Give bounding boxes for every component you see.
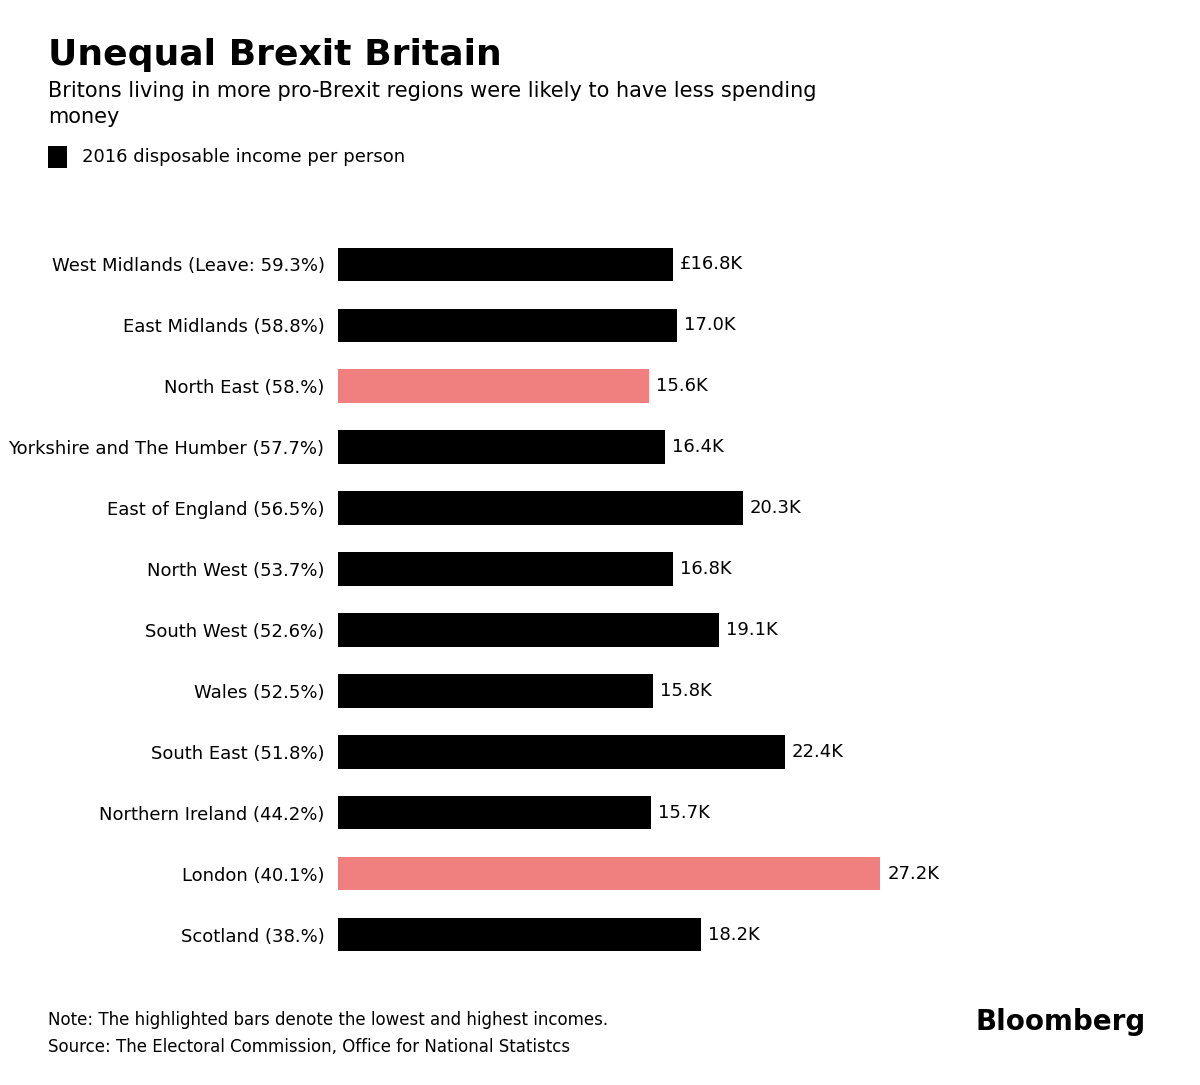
Text: 19.1K: 19.1K bbox=[726, 621, 778, 639]
Text: 18.2K: 18.2K bbox=[708, 926, 760, 944]
Bar bbox=[338, 735, 785, 768]
Text: 22.4K: 22.4K bbox=[792, 743, 844, 761]
Bar bbox=[338, 247, 673, 281]
Text: Unequal Brexit Britain: Unequal Brexit Britain bbox=[48, 38, 502, 72]
Text: 15.6K: 15.6K bbox=[656, 378, 708, 395]
Text: 27.2K: 27.2K bbox=[887, 865, 940, 882]
Text: Bloomberg: Bloomberg bbox=[976, 1008, 1146, 1036]
Text: 2016 disposable income per person: 2016 disposable income per person bbox=[82, 149, 404, 166]
Bar bbox=[338, 552, 673, 586]
Bar bbox=[338, 308, 677, 342]
Bar bbox=[338, 431, 665, 464]
Text: 16.4K: 16.4K bbox=[672, 438, 724, 456]
Text: £16.8K: £16.8K bbox=[680, 255, 743, 273]
Bar bbox=[338, 370, 649, 403]
Text: 20.3K: 20.3K bbox=[750, 499, 802, 518]
Bar bbox=[338, 857, 881, 891]
Text: 17.0K: 17.0K bbox=[684, 317, 736, 334]
Text: Britons living in more pro-Brexit regions were likely to have less spending
mone: Britons living in more pro-Brexit region… bbox=[48, 81, 816, 127]
Bar bbox=[338, 492, 743, 525]
Bar bbox=[338, 796, 652, 829]
Bar bbox=[338, 918, 701, 952]
Text: Note: The highlighted bars denote the lowest and highest incomes.
Source: The El: Note: The highlighted bars denote the lo… bbox=[48, 1011, 608, 1056]
Text: 15.8K: 15.8K bbox=[660, 681, 712, 700]
Bar bbox=[338, 613, 719, 647]
Bar bbox=[338, 674, 653, 707]
Text: 15.7K: 15.7K bbox=[658, 804, 710, 821]
Text: 16.8K: 16.8K bbox=[680, 560, 732, 578]
